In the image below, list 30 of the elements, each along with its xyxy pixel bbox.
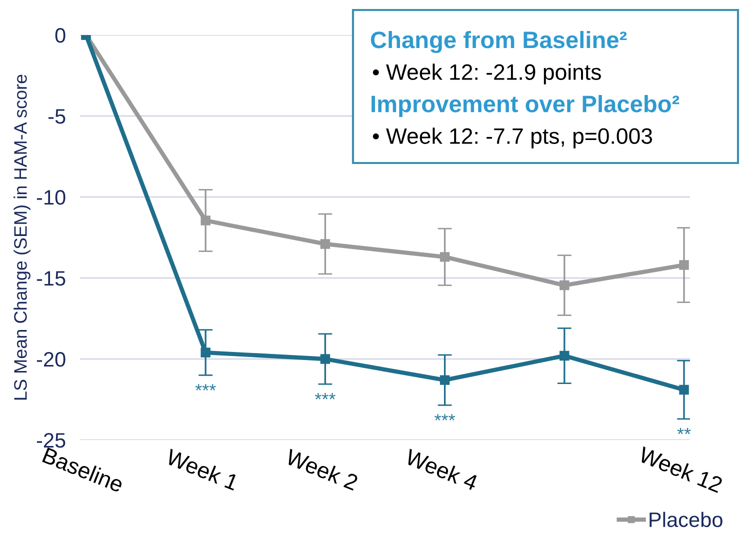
data-label: ** <box>677 428 691 434</box>
annotation: • Week 12: -7.7 pts, p=0.003 <box>372 128 652 148</box>
y-tick-label: 0 <box>55 28 66 43</box>
point <box>440 375 450 385</box>
x-tick-label: Week 1 <box>164 448 240 491</box>
point <box>560 350 570 361</box>
point <box>560 280 570 290</box>
data-label: *** <box>314 393 336 400</box>
annotation: Change from Baseline² <box>370 30 627 54</box>
y-tick-label: -20 <box>36 352 66 367</box>
point <box>440 252 450 262</box>
point <box>320 354 330 364</box>
annotation: • Week 12: -21.9 points <box>372 64 601 84</box>
point <box>320 239 330 249</box>
x-tick-label: Week 12 <box>638 446 724 494</box>
point <box>200 216 210 226</box>
legend-label: Placebo <box>650 512 722 528</box>
point <box>679 260 689 270</box>
y-tick-label: -15 <box>36 271 66 286</box>
y-tick-label: -25 <box>36 433 66 448</box>
data-label: *** <box>434 414 456 420</box>
point <box>679 384 689 395</box>
data-label: *** <box>195 384 216 390</box>
x-tick-label: Week 4 <box>404 448 479 491</box>
annotation: Improvement over Placebo² <box>372 94 680 118</box>
point <box>200 348 210 358</box>
y-tick-label: -10 <box>36 190 66 205</box>
y-axis-title: LS Mean Change (SEM) in HAM-A score <box>14 74 30 400</box>
x-tick-label: Week 2 <box>284 448 359 491</box>
y-tick-label: -5 <box>48 109 66 124</box>
